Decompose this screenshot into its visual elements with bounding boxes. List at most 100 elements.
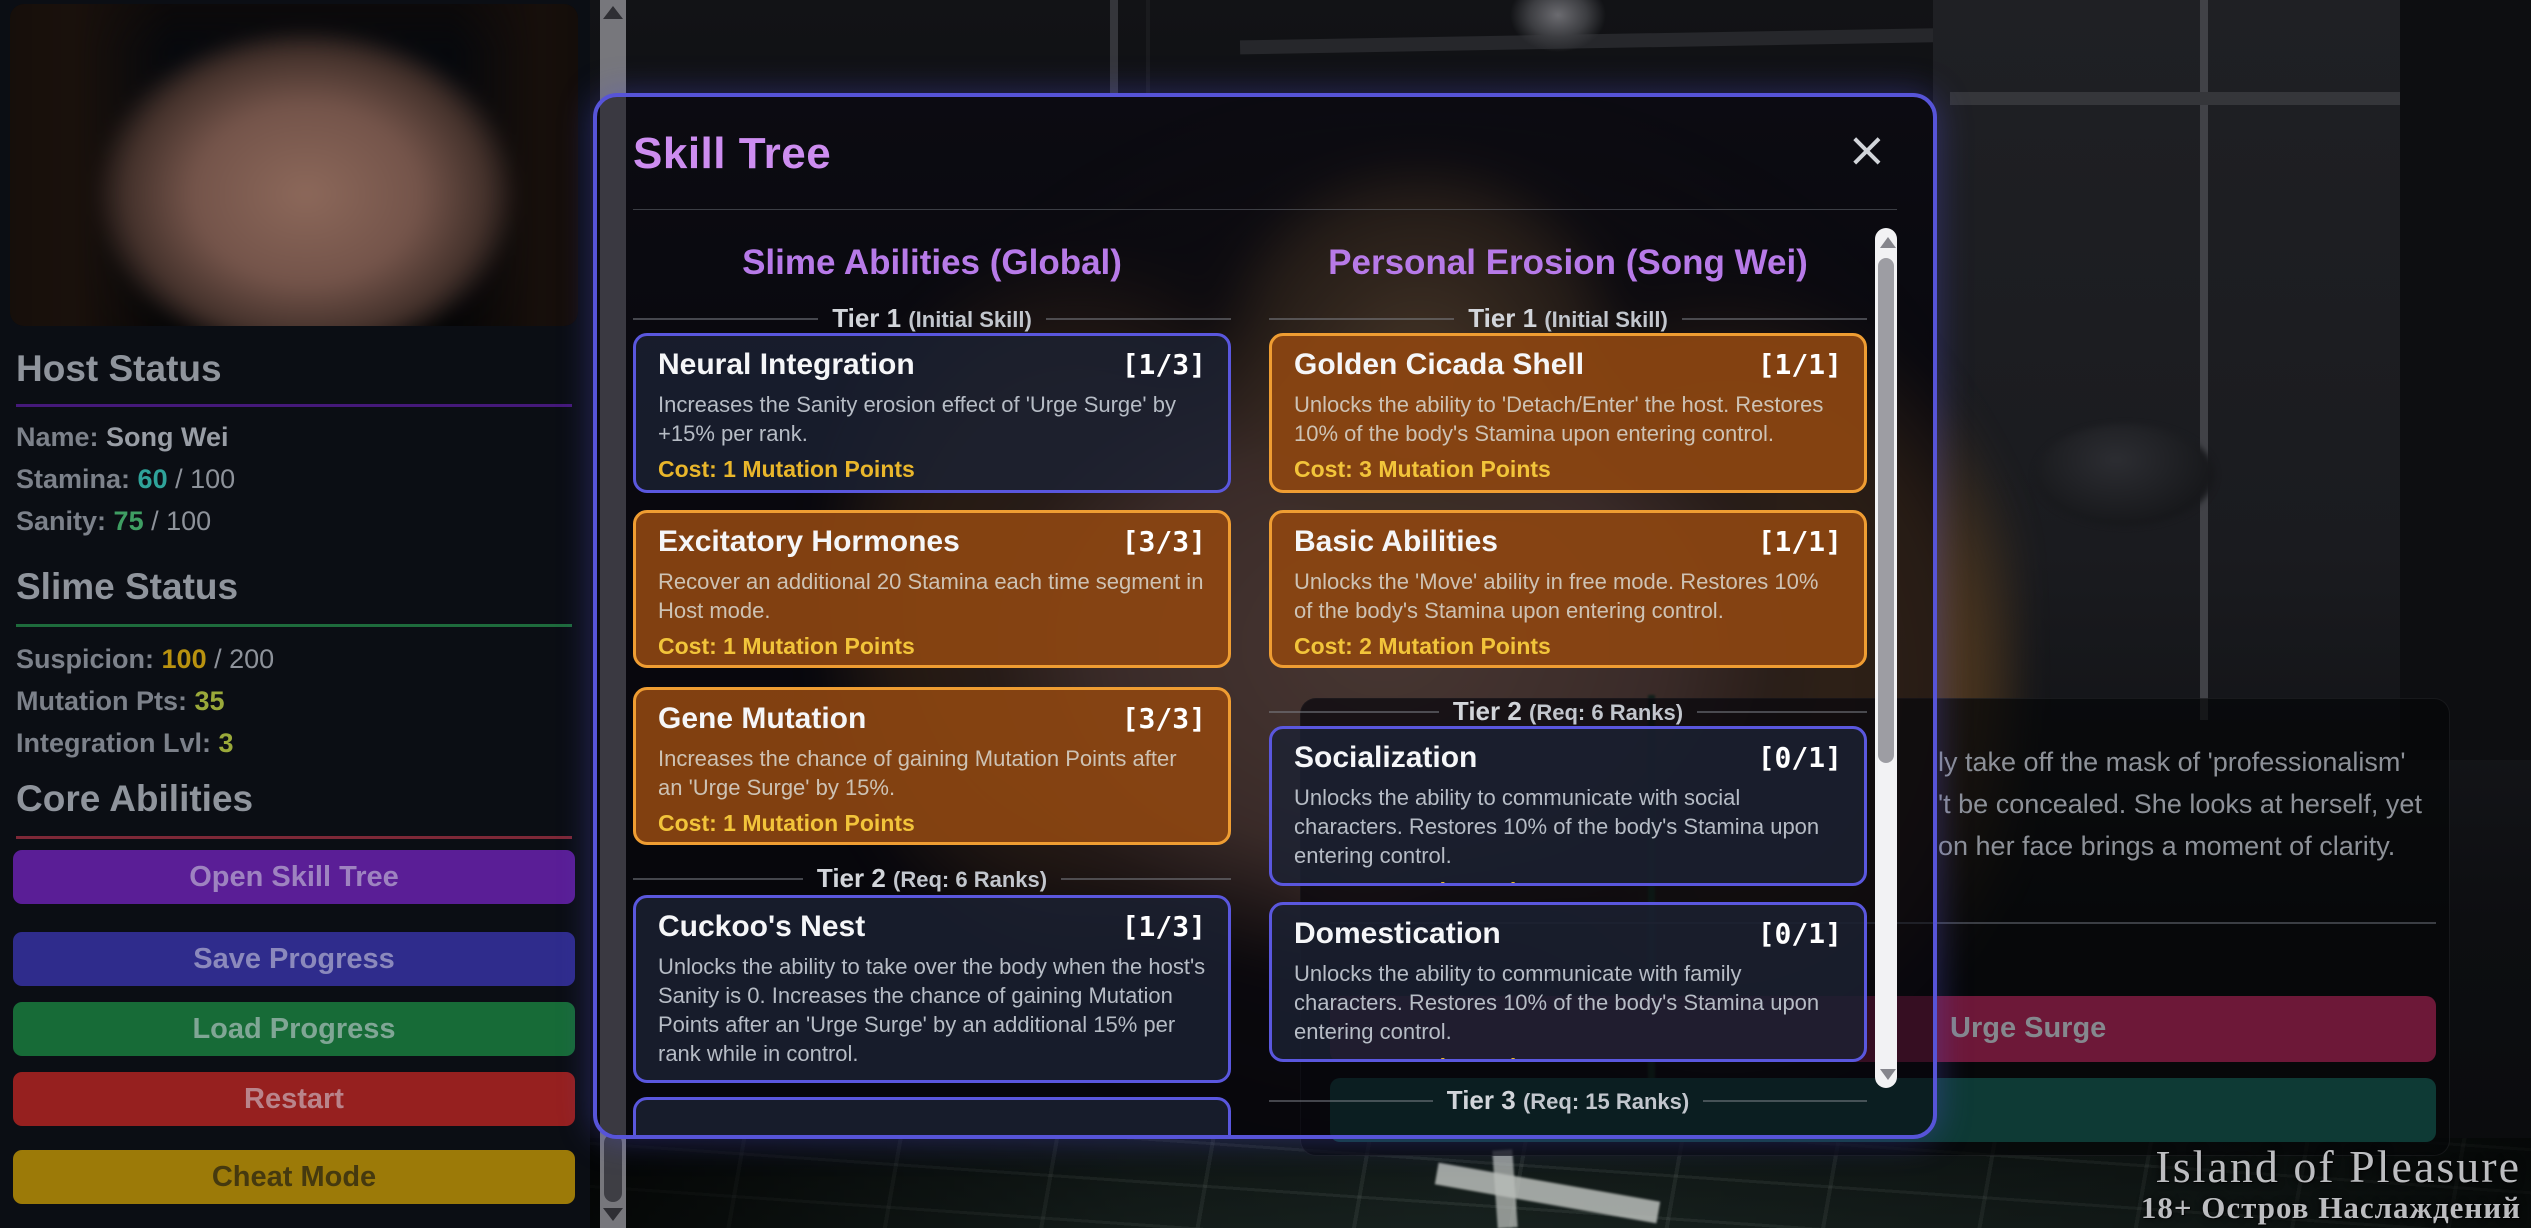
skill-description: Increases the chance of gaining Mutation… <box>658 746 1177 800</box>
skill-title: Domestication <box>1294 917 1501 950</box>
open-skill-tree-button[interactable]: Open Skill Tree <box>13 850 575 904</box>
paper-dispenser <box>2035 424 2215 526</box>
save-progress-button[interactable]: Save Progress <box>13 932 575 986</box>
name-label: Name: <box>16 422 99 452</box>
watermark-title: Island of Pleasure <box>2155 1141 2521 1192</box>
cheat-mode-button[interactable]: Cheat Mode <box>13 1150 575 1204</box>
story-text-line: ly take off the mask of 'professionalism… <box>1938 747 2406 777</box>
host-name-row: Name: Song Wei <box>16 422 229 453</box>
modal-scrollbar-down-arrow-icon[interactable] <box>1880 1069 1896 1080</box>
tier-line <box>1269 710 1439 713</box>
core-abilities-heading: Core Abilities <box>16 778 254 819</box>
dark-doorway <box>2400 0 2531 760</box>
story-text-line: on her face brings a moment of clarity. <box>1938 831 2396 861</box>
tier-line <box>633 877 803 880</box>
core-abilities-divider <box>16 836 572 839</box>
tier-note: (Initial Skill) <box>908 307 1032 332</box>
integration-value: 3 <box>218 728 234 758</box>
ceiling-beam <box>1239 27 1971 55</box>
column-header: Personal Erosion (Song Wei) <box>1328 243 1808 282</box>
skill-card-gene-mutation[interactable]: Gene Mutation [3/3] Increases the chance … <box>633 687 1231 845</box>
skill-title: Golden Cicada Shell <box>1294 348 1585 381</box>
skill-card-excitatory-hormones[interactable]: Excitatory Hormones [3/3] Recover an addi… <box>633 510 1231 668</box>
skill-rank: [1/1] <box>1757 348 1842 381</box>
skill-rank: [3/3] <box>1121 525 1206 558</box>
skill-rank: [3/3] <box>1121 702 1206 735</box>
modal-scrollbar-up-arrow-icon[interactable] <box>1880 237 1896 248</box>
page-scrollbar-down-arrow-icon[interactable] <box>603 1208 623 1221</box>
page-scrollbar-thumb[interactable] <box>604 1134 622 1202</box>
tier-line <box>633 317 819 320</box>
skill-card-golden-cicada-shell[interactable]: Golden Cicada Shell [1/1] Unlocks the abi… <box>1269 333 1867 493</box>
modal-scrollbar-thumb[interactable] <box>1878 258 1894 763</box>
modal-title: Skill Tree <box>633 129 832 178</box>
tier-divider: Tier 1 (Initial Skill) <box>1269 303 1868 334</box>
skill-cost: Cost: 1 Mutation Points <box>658 456 915 482</box>
tier-line <box>1045 317 1232 320</box>
skill-card-neural-integration[interactable]: Neural Integration [1/3] Increases the Sa… <box>633 333 1231 493</box>
skill-title: Cuckoo's Nest <box>658 910 866 943</box>
skill-card-socialization[interactable]: Socialization [0/1] Unlocks the ability t… <box>1269 726 1867 886</box>
mutation-points-row: Mutation Pts: 35 <box>16 686 225 717</box>
mutation-value: 35 <box>194 686 225 716</box>
mutation-label: Mutation Pts: <box>16 686 187 716</box>
tier-line <box>1703 1099 1868 1102</box>
tier-note: (Req: 6 Ranks) <box>893 867 1048 892</box>
sidebar: Host Status Name: Song Wei Stamina: 60 /… <box>0 0 590 1228</box>
tier-note: (Initial Skill) <box>1544 307 1668 332</box>
watermark-subtitle: 18+ Остров Наслаждений <box>2140 1190 2521 1225</box>
skill-cost: Cost: 5 Mutation Points <box>1294 878 1842 883</box>
skill-column-global: Slime Abilities (Global) Tier 1 (Initial… <box>633 97 1232 1135</box>
suspicion-value: 100 <box>161 644 207 674</box>
stamina-row: Stamina: 60 / 100 <box>16 464 235 495</box>
skill-column-personal: Personal Erosion (Song Wei) Tier 1 (Init… <box>1269 97 1868 1135</box>
slime-status-heading: Slime Status <box>16 566 239 607</box>
suspicion-row: Suspicion: 100 / 200 <box>16 644 274 675</box>
sanity-value: 75 <box>113 506 144 536</box>
skill-title: Excitatory Hormones <box>658 525 960 558</box>
tier-line <box>1269 317 1455 320</box>
page-scrollbar-up-arrow-icon[interactable] <box>603 6 623 19</box>
skill-title: Gene Mutation <box>658 702 867 735</box>
skill-description: Unlocks the ability to take over the bod… <box>658 954 1206 1066</box>
skill-title: Socialization <box>1294 741 1478 774</box>
suspicion-max: / 200 <box>206 644 275 674</box>
tier-label: Tier 2 <box>816 863 886 893</box>
skill-card-cuckoos-nest[interactable]: Cuckoo's Nest [1/3] Unlocks the ability t… <box>633 895 1231 1083</box>
skill-card-basic-abilities[interactable]: Basic Abilities [1/1] Unlocks the 'Move' … <box>1269 510 1867 668</box>
skill-cost: Cost: 3 Mutation Points <box>1294 456 1551 482</box>
skill-cost: Cost: 1 Mutation Points <box>658 810 915 836</box>
sanity-max: / 100 <box>143 506 212 536</box>
suspicion-label: Suspicion: <box>16 644 155 674</box>
tier-note: (Req: 6 Ranks) <box>1529 700 1684 725</box>
host-portrait-photo <box>10 4 578 326</box>
skill-rank: [0/1] <box>1757 917 1842 950</box>
skill-card-partial[interactable] <box>633 1097 1231 1135</box>
skill-rank: [0/1] <box>1757 741 1842 774</box>
stamina-label: Stamina: <box>16 464 131 494</box>
sanity-row: Sanity: 75 / 100 <box>16 506 211 537</box>
close-icon[interactable]: × <box>1841 125 1893 175</box>
skill-description: Unlocks the ability to communicate with … <box>1294 785 1820 868</box>
skill-rank: [1/1] <box>1757 525 1842 558</box>
tier-line <box>1269 1099 1433 1102</box>
host-portrait <box>10 4 578 326</box>
restart-button[interactable]: Restart <box>13 1072 575 1126</box>
skill-cost: Cost: 2 Mutation Points <box>1294 633 1551 659</box>
tier-divider: Tier 3 (Req: 15 Ranks) <box>1269 1085 1868 1116</box>
skill-description: Unlocks the ability to 'Detach/Enter' th… <box>1294 392 1824 446</box>
skill-cost: Cost: 5 Mutation Points <box>1294 1054 1842 1059</box>
name-value: Song Wei <box>106 422 229 452</box>
tier-line <box>1061 877 1231 880</box>
host-status-heading: Host Status <box>16 348 222 389</box>
host-status-divider <box>16 404 572 407</box>
load-progress-button[interactable]: Load Progress <box>13 1002 575 1056</box>
tier-divider: Tier 2 (Req: 6 Ranks) <box>1269 696 1867 727</box>
skill-description: Recover an additional 20 Stamina each ti… <box>658 569 1204 623</box>
wall-edge <box>1110 0 1118 96</box>
tier-label: Tier 2 <box>1452 696 1522 726</box>
integration-level-row: Integration Lvl: 3 <box>16 728 234 759</box>
integration-label: Integration Lvl: <box>16 728 211 758</box>
skill-card-domestication[interactable]: Domestication [0/1] Unlocks the ability t… <box>1269 902 1867 1062</box>
stamina-value: 60 <box>137 464 168 494</box>
